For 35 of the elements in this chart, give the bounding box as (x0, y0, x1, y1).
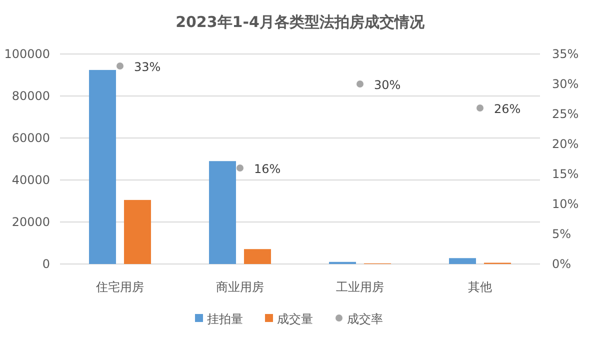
bar (124, 200, 151, 264)
y2-tick-label: 10% (552, 197, 579, 211)
data-label: 33% (134, 60, 161, 74)
y2-tick-label: 5% (552, 227, 572, 241)
y-tick-label: 80000 (12, 89, 50, 103)
data-label: 16% (254, 162, 281, 176)
point (476, 104, 484, 112)
y-tick-label: 20000 (12, 215, 50, 229)
data-label: 30% (374, 78, 401, 92)
x-tick-label: 商业用房 (216, 280, 264, 294)
y2-tick-label: 15% (552, 167, 579, 181)
legend-label: 成交量 (277, 312, 313, 326)
bar (244, 249, 271, 264)
x-tick-label: 工业用房 (336, 280, 384, 294)
bar (449, 258, 476, 264)
y2-tick-label: 25% (552, 107, 579, 121)
y-tick-label: 100000 (4, 47, 50, 61)
y-tick-label: 60000 (12, 131, 50, 145)
y2-tick-label: 30% (552, 77, 579, 91)
data-label: 26% (494, 102, 521, 116)
x-tick-label: 其他 (468, 280, 492, 294)
y-tick-label: 0 (42, 257, 50, 271)
y2-tick-label: 20% (552, 137, 579, 151)
legend-label: 挂拍量 (207, 312, 243, 326)
x-tick-label: 住宅用房 (95, 280, 144, 294)
y2-tick-label: 35% (552, 47, 579, 61)
point (116, 62, 124, 70)
bar (89, 70, 116, 264)
y2-tick-label: 0% (552, 257, 572, 271)
bar (209, 161, 236, 264)
chart-title: 2023年1-4月各类型法拍房成交情况 (176, 13, 426, 31)
y-tick-label: 40000 (12, 173, 50, 187)
point (236, 164, 244, 172)
point (356, 80, 364, 88)
legend-label: 成交率 (347, 312, 383, 326)
